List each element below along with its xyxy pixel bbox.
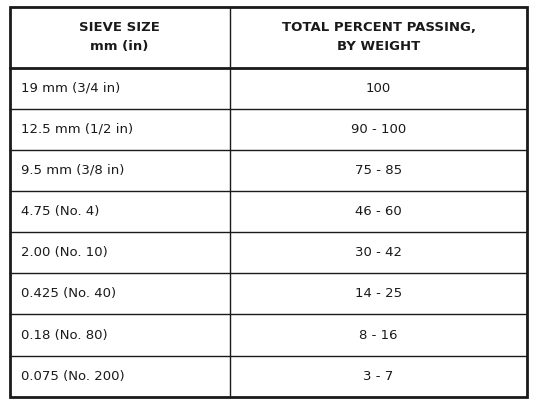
Text: 46 - 60: 46 - 60 <box>355 205 402 218</box>
Text: 8 - 16: 8 - 16 <box>359 328 398 341</box>
Text: 30 - 42: 30 - 42 <box>355 246 402 259</box>
Text: 9.5 mm (3/8 in): 9.5 mm (3/8 in) <box>21 164 125 177</box>
Text: 2.00 (No. 10): 2.00 (No. 10) <box>21 246 108 259</box>
Text: 0.425 (No. 40): 0.425 (No. 40) <box>21 287 117 301</box>
Text: 100: 100 <box>366 82 391 95</box>
Text: 3 - 7: 3 - 7 <box>364 370 394 383</box>
Text: 14 - 25: 14 - 25 <box>355 287 402 301</box>
Text: BY WEIGHT: BY WEIGHT <box>337 40 420 53</box>
Text: 0.18 (No. 80): 0.18 (No. 80) <box>21 328 108 341</box>
Text: 90 - 100: 90 - 100 <box>351 123 406 136</box>
Text: 12.5 mm (1/2 in): 12.5 mm (1/2 in) <box>21 123 134 136</box>
Text: 19 mm (3/4 in): 19 mm (3/4 in) <box>21 82 121 95</box>
Text: 4.75 (No. 4): 4.75 (No. 4) <box>21 205 100 218</box>
Text: 0.075 (No. 200): 0.075 (No. 200) <box>21 370 125 383</box>
Text: TOTAL PERCENT PASSING,: TOTAL PERCENT PASSING, <box>281 21 475 34</box>
Text: mm (in): mm (in) <box>90 40 149 53</box>
Text: 75 - 85: 75 - 85 <box>355 164 402 177</box>
Text: SIEVE SIZE: SIEVE SIZE <box>79 21 160 34</box>
